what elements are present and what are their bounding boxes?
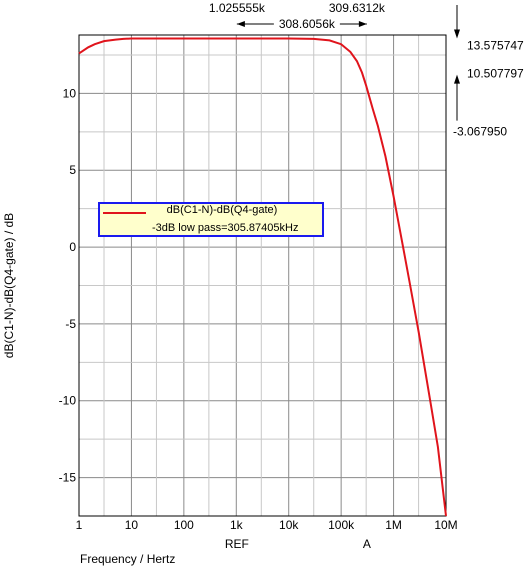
delta-x-arrowhead-left [236, 21, 245, 27]
delta-x-value: 308.6056k [279, 17, 336, 31]
x-tick-label: 10k [279, 518, 299, 532]
y-tick-label: -5 [65, 317, 76, 331]
y-axis-title: dB(C1-N)-dB(Q4-gate) / dB [2, 213, 16, 358]
minor-grid [79, 35, 446, 516]
a-cursor-y-value: 10.507797 [467, 67, 524, 81]
legend-annotation: -3dB low pass=305.87405kHz [152, 222, 298, 234]
delta-y-value: -3.067950 [453, 125, 507, 139]
delta-y-arrowhead-top [454, 29, 460, 39]
a-cursor-x-value: 309.6312k [329, 1, 386, 15]
series-line [78, 37, 447, 517]
delta-y-arrowhead-bottom [454, 74, 460, 84]
legend-box [98, 202, 324, 237]
y-tick-label: -15 [59, 471, 77, 485]
tick-labels: 1 10 100 1k 10k 100k 1M 10M 10 5 0 -5 -10 -15 [59, 86, 458, 532]
x-tick-label: 100k [328, 518, 355, 532]
x-tick-label: 1 [76, 518, 83, 532]
y-tick-label: 5 [69, 163, 76, 177]
delta-x-arrowhead-right [358, 21, 367, 27]
x-tick-label: 1M [385, 518, 402, 532]
y-tick-label: -10 [59, 394, 77, 408]
cursor-readout: 1.025555k 309.6312k 308.6056k 13.575747 … [209, 1, 524, 551]
x-tick-label: 10M [434, 518, 457, 532]
ref-cursor-label: REF [225, 537, 249, 551]
grid [78, 35, 447, 516]
ref-cursor-x-value: 1.025555k [209, 1, 266, 15]
plot-frame [78, 34, 447, 517]
ref-cursor-y-value: 13.575747 [467, 38, 524, 52]
legend: dB(C1-N)-dB(Q4-gate) -3dB low pass=305.8… [98, 202, 324, 237]
x-tick-label: 100 [174, 518, 194, 532]
y-tick-label: 10 [63, 86, 77, 100]
legend-series-name: dB(C1-N)-dB(Q4-gate) [167, 204, 278, 216]
x-tick-label: 10 [125, 518, 139, 532]
x-tick-label: 1k [230, 518, 244, 532]
y-tick-label: 0 [69, 240, 76, 254]
a-cursor-label: A [363, 537, 371, 551]
x-axis-title: Frequency / Hertz [80, 552, 175, 566]
